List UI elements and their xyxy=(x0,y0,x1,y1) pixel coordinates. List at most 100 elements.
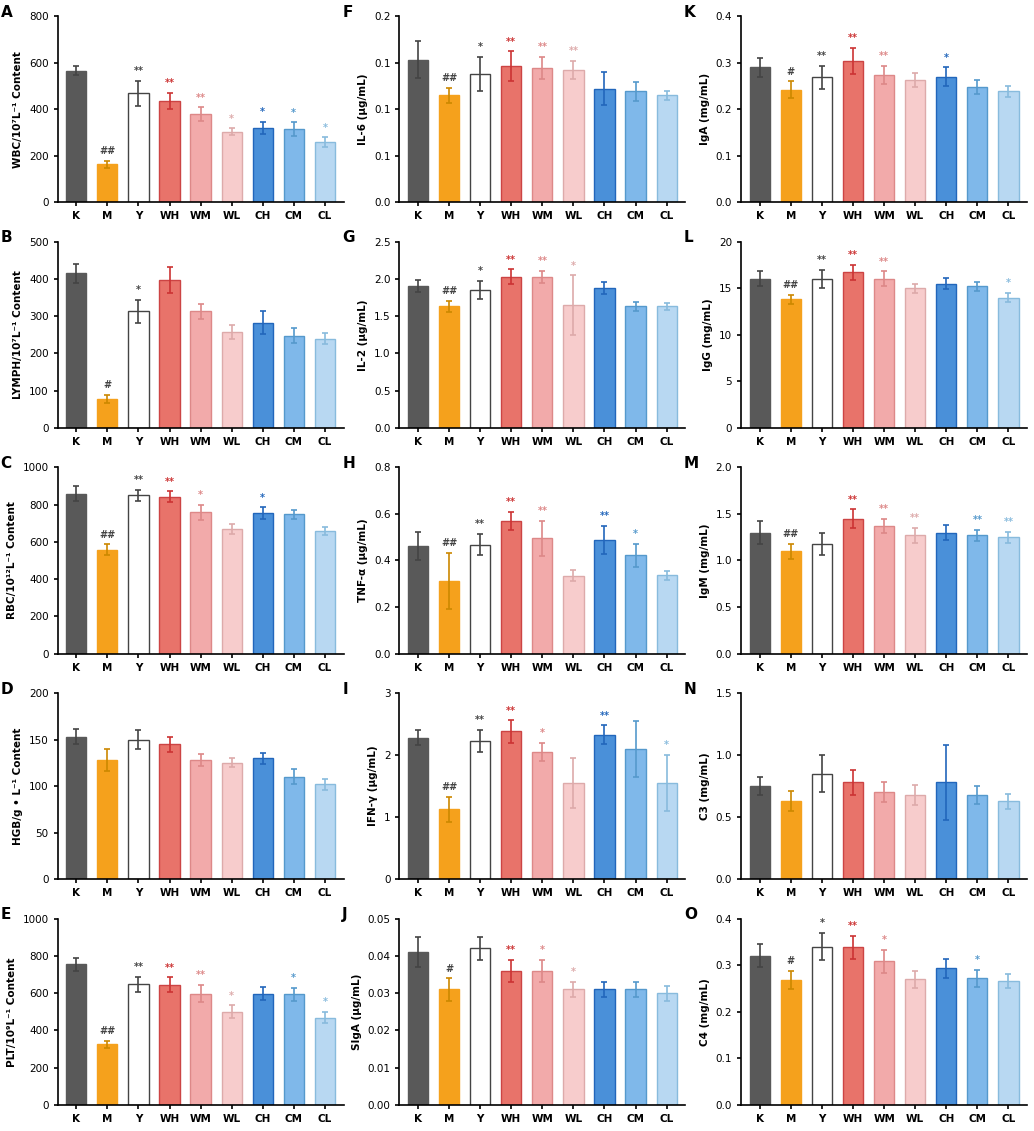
Bar xyxy=(533,68,552,202)
Bar xyxy=(221,1012,242,1105)
Bar xyxy=(657,576,676,654)
Bar xyxy=(66,274,87,429)
Bar xyxy=(812,279,832,429)
Bar xyxy=(159,497,180,654)
Bar xyxy=(283,336,304,429)
Bar xyxy=(812,544,832,654)
Text: **: ** xyxy=(164,962,175,973)
Bar xyxy=(66,71,87,202)
Bar xyxy=(439,95,459,202)
Text: **: ** xyxy=(569,46,578,57)
Text: A: A xyxy=(0,5,12,19)
Bar xyxy=(967,978,987,1105)
Text: **: ** xyxy=(817,51,827,61)
Text: **: ** xyxy=(879,51,889,61)
Bar xyxy=(252,513,273,654)
Text: *: * xyxy=(292,107,297,118)
Y-axis label: TNF-α (μg/mL): TNF-α (μg/mL) xyxy=(359,519,368,603)
Bar xyxy=(66,494,87,654)
Bar xyxy=(626,92,645,202)
Bar xyxy=(781,981,801,1105)
Text: N: N xyxy=(685,682,697,697)
Text: ##: ## xyxy=(99,146,116,156)
Y-axis label: LYMPH/10⁷L⁻¹ Content: LYMPH/10⁷L⁻¹ Content xyxy=(13,270,24,399)
Bar xyxy=(501,521,521,654)
Text: **: ** xyxy=(910,513,920,524)
Bar xyxy=(936,968,956,1105)
Text: *: * xyxy=(944,52,949,62)
Bar xyxy=(283,777,304,880)
Text: **: ** xyxy=(848,494,858,504)
Bar xyxy=(470,949,490,1105)
Bar xyxy=(595,288,614,429)
Bar xyxy=(750,67,770,202)
Text: ##: ## xyxy=(442,286,457,296)
Text: **: ** xyxy=(538,42,547,52)
Bar xyxy=(874,526,894,654)
Bar xyxy=(564,576,583,654)
Bar xyxy=(439,581,459,654)
Text: F: F xyxy=(342,5,353,19)
Y-axis label: RBC/10¹²L⁻¹ Content: RBC/10¹²L⁻¹ Content xyxy=(7,501,17,620)
Text: ##: ## xyxy=(442,74,457,83)
Bar xyxy=(501,732,521,880)
Bar xyxy=(750,279,770,429)
Text: **: ** xyxy=(507,706,516,716)
Bar xyxy=(564,70,583,202)
Bar xyxy=(314,338,335,429)
Bar xyxy=(97,760,118,880)
Bar xyxy=(221,529,242,654)
Bar xyxy=(905,795,925,880)
Text: *: * xyxy=(323,998,328,1008)
Text: M: M xyxy=(685,456,699,470)
Bar xyxy=(750,956,770,1105)
Text: D: D xyxy=(0,682,13,697)
Bar xyxy=(998,297,1018,429)
Text: E: E xyxy=(0,907,10,923)
Bar xyxy=(564,305,583,429)
Bar xyxy=(314,141,335,202)
Bar xyxy=(967,795,987,880)
Bar xyxy=(190,114,211,202)
Bar xyxy=(936,783,956,880)
Text: *: * xyxy=(571,260,576,270)
Bar xyxy=(812,947,832,1105)
Bar xyxy=(626,749,645,880)
Text: *: * xyxy=(230,113,234,123)
Bar xyxy=(66,965,87,1105)
Bar xyxy=(843,518,863,654)
Bar xyxy=(221,331,242,429)
Text: J: J xyxy=(342,907,347,923)
Bar xyxy=(812,78,832,202)
Text: *: * xyxy=(478,267,483,276)
Y-axis label: C3 (mg/mL): C3 (mg/mL) xyxy=(700,752,710,820)
Bar xyxy=(128,94,149,202)
Bar xyxy=(252,993,273,1105)
Bar xyxy=(159,744,180,880)
Text: **: ** xyxy=(848,250,858,260)
Text: *: * xyxy=(1006,278,1011,288)
Text: **: ** xyxy=(507,254,516,265)
Text: **: ** xyxy=(879,257,889,267)
Bar xyxy=(190,512,211,654)
Bar xyxy=(781,300,801,429)
Bar xyxy=(564,783,583,880)
Text: **: ** xyxy=(817,254,827,265)
Text: ##: ## xyxy=(99,529,116,539)
Bar xyxy=(936,533,956,654)
Bar xyxy=(936,77,956,202)
Text: **: ** xyxy=(133,962,144,972)
Bar xyxy=(159,101,180,202)
Bar xyxy=(66,736,87,880)
Bar xyxy=(843,61,863,202)
Bar xyxy=(439,809,459,880)
Bar xyxy=(408,952,428,1105)
Bar xyxy=(408,286,428,429)
Text: **: ** xyxy=(848,34,858,43)
Text: *: * xyxy=(261,107,266,118)
Bar xyxy=(843,783,863,880)
Bar xyxy=(812,774,832,880)
Text: **: ** xyxy=(164,78,175,88)
Bar xyxy=(905,80,925,202)
Bar xyxy=(221,132,242,202)
